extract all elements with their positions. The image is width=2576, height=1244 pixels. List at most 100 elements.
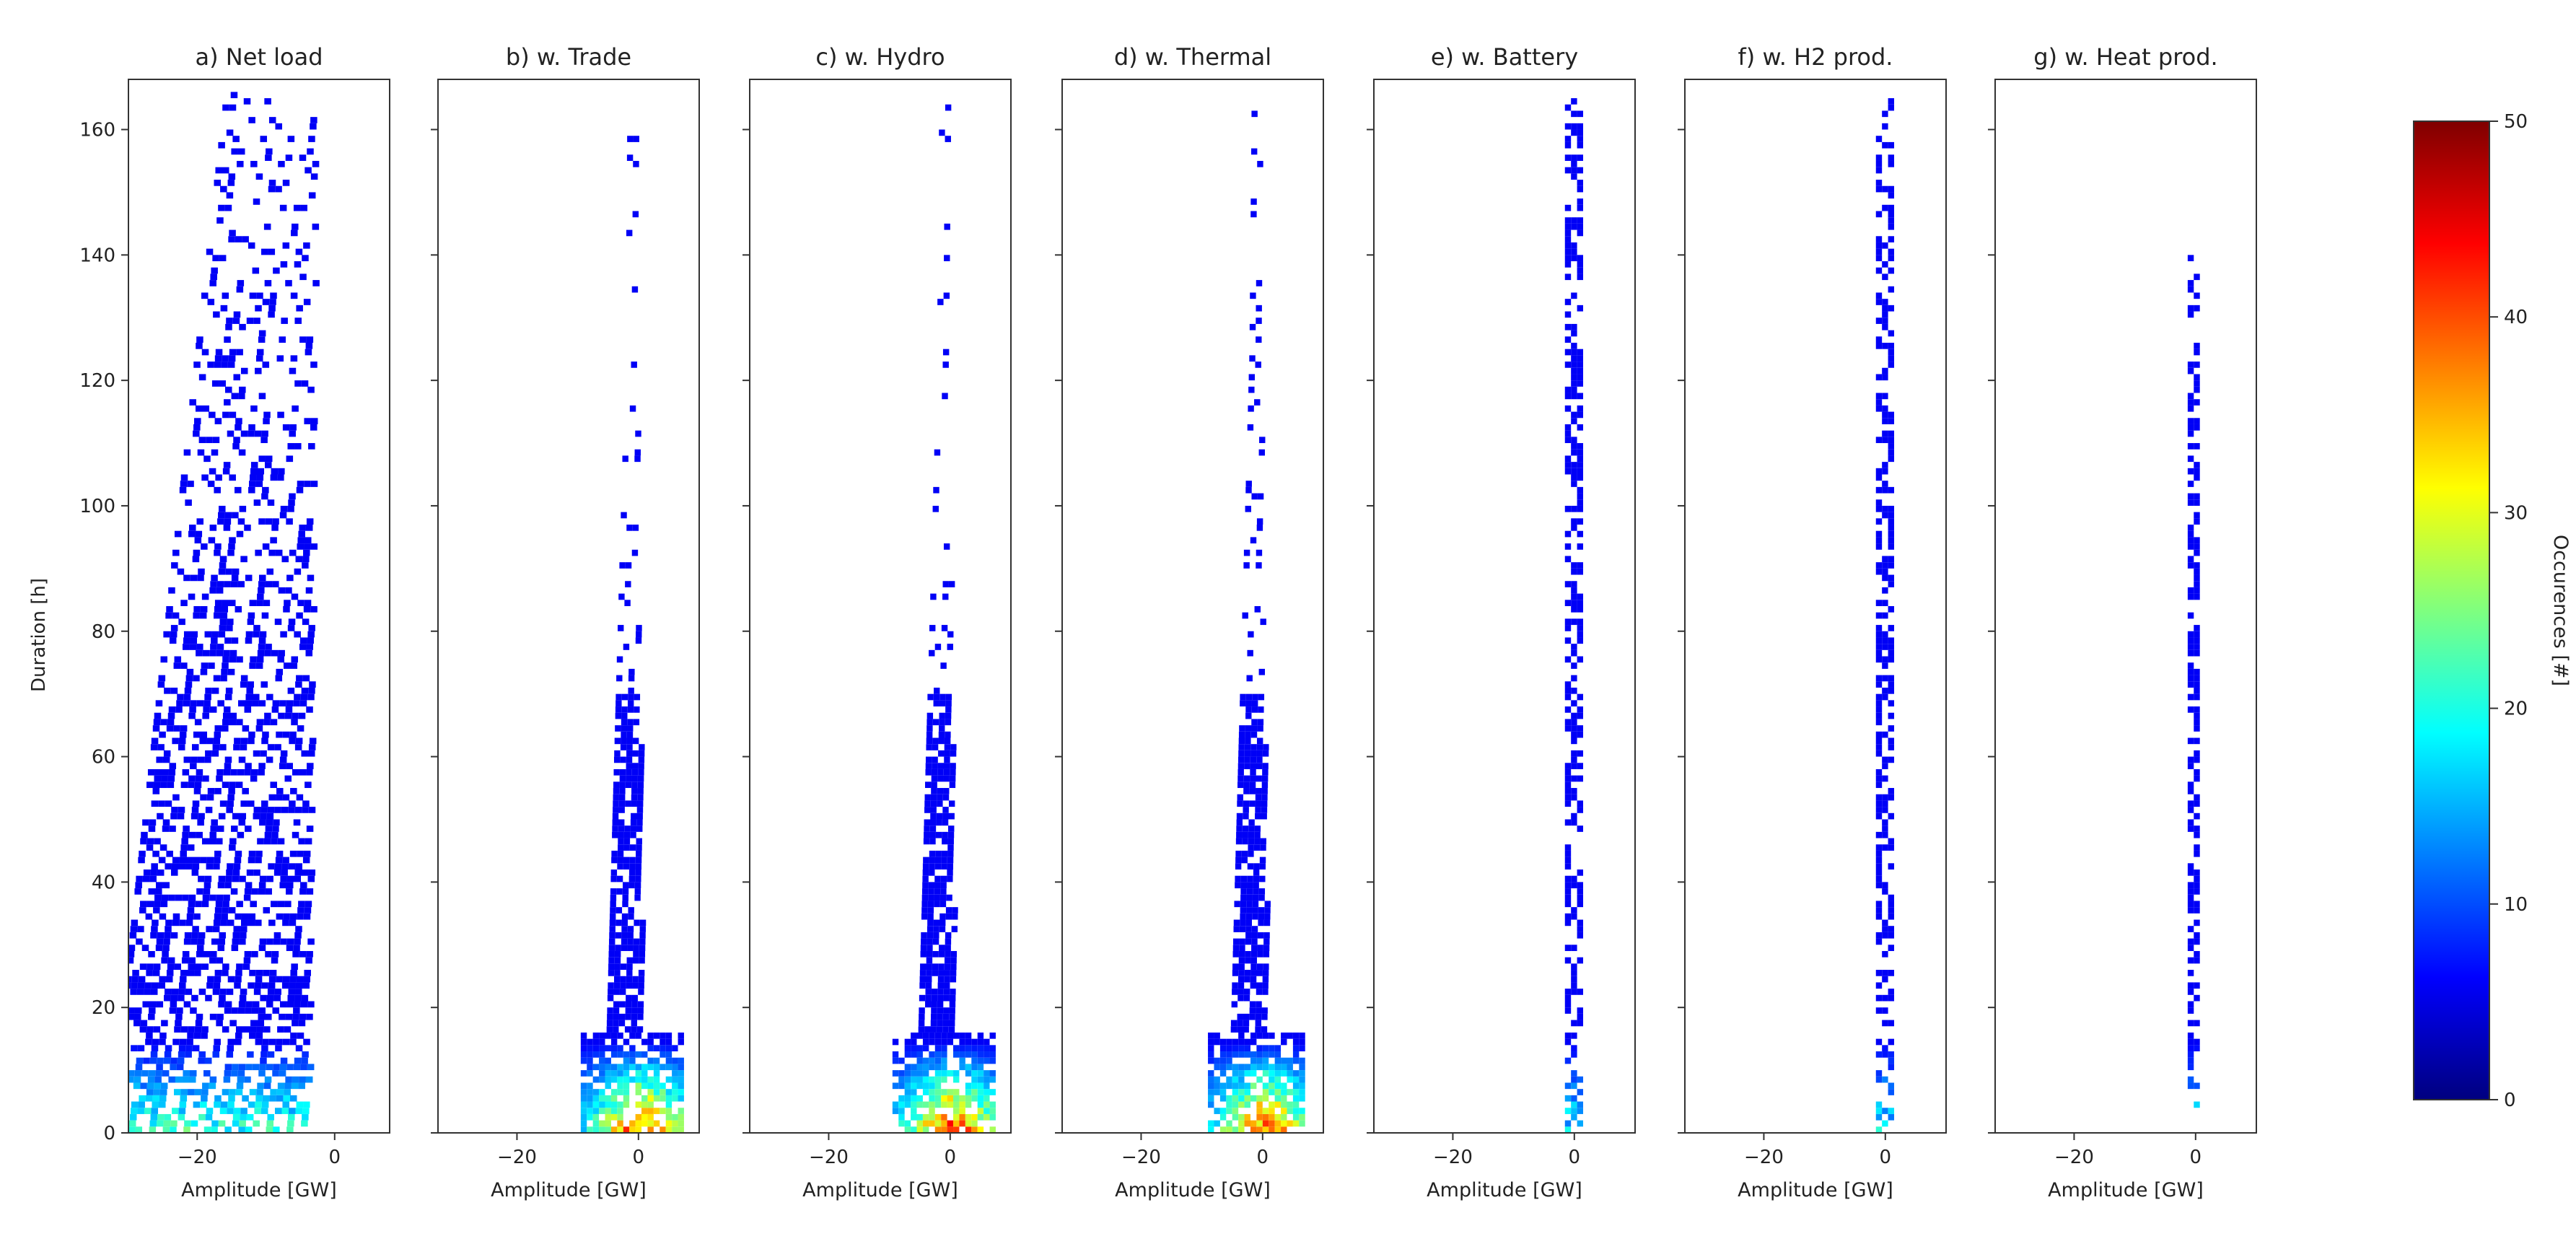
heatmap-cell — [216, 649, 224, 657]
heatmap-cell — [1243, 1026, 1249, 1033]
heatmap-cell — [587, 1089, 593, 1095]
heatmap-cell — [1888, 267, 1895, 274]
heatmap-cell — [276, 1089, 284, 1095]
heatmap-cell — [1564, 994, 1572, 1002]
heatmap-cell — [276, 794, 283, 801]
heatmap-cell — [1571, 110, 1577, 118]
heatmap-cell — [1214, 1120, 1220, 1127]
heatmap-cell — [281, 1108, 289, 1114]
heatmap-cell — [305, 957, 312, 964]
heatmap-cell — [621, 731, 627, 738]
heatmap-cell — [1875, 744, 1883, 750]
heatmap-cell — [268, 305, 276, 312]
heatmap-cell — [1245, 913, 1253, 920]
heatmap-cell — [660, 1126, 666, 1133]
heatmap-cell — [2187, 1057, 2194, 1064]
heatmap-cell — [232, 317, 240, 324]
heatmap-cell — [266, 1126, 273, 1133]
heatmap-cell — [665, 1064, 673, 1071]
heatmap-cell — [240, 1113, 247, 1121]
heatmap-cell — [188, 957, 196, 964]
heatmap-cell — [653, 1108, 660, 1114]
heatmap-cell — [605, 1045, 611, 1052]
heatmap-cell — [180, 474, 188, 481]
heatmap-cell — [613, 1001, 620, 1008]
heatmap-cell — [203, 950, 211, 958]
heatmap-cell — [196, 700, 204, 707]
heatmap-cell — [283, 913, 290, 920]
heatmap-cell — [259, 1064, 266, 1071]
heatmap-cell — [179, 731, 187, 738]
heatmap-cell — [1888, 681, 1895, 688]
heatmap-cell — [931, 788, 937, 794]
heatmap-cell — [1244, 1113, 1250, 1121]
heatmap-cell — [959, 1051, 965, 1058]
heatmap-cell — [621, 719, 628, 726]
heatmap-cell — [1882, 600, 1888, 606]
heatmap-cell — [269, 1095, 276, 1102]
heatmap-cell — [214, 180, 222, 186]
heatmap-cell — [615, 919, 622, 927]
heatmap-cell — [307, 631, 315, 638]
heatmap-cell — [1571, 794, 1577, 801]
x-tick-label: −20 — [2054, 1147, 2094, 1168]
heatmap-cell — [636, 1026, 644, 1033]
heatmap-cell — [259, 938, 267, 945]
heatmap-cell — [1262, 1113, 1269, 1121]
heatmap-cell — [305, 343, 313, 349]
heatmap-cell — [1292, 1038, 1300, 1046]
heatmap-cell — [612, 825, 618, 832]
heatmap-cell — [983, 1076, 990, 1083]
heatmap-cell — [1256, 763, 1263, 769]
heatmap-cell — [2194, 574, 2200, 582]
heatmap-cell — [613, 788, 620, 794]
heatmap-cell — [262, 486, 269, 494]
heatmap-cell — [222, 712, 230, 719]
heatmap-cell — [172, 549, 180, 556]
heatmap-cell — [188, 712, 196, 719]
heatmap-cell — [614, 957, 621, 964]
heatmap-cell — [1253, 888, 1259, 895]
heatmap-cell — [261, 612, 269, 619]
heatmap-cell — [1256, 1108, 1263, 1114]
heatmap-cell — [620, 744, 627, 750]
heatmap-cell — [1571, 129, 1577, 136]
heatmap-cell — [232, 875, 240, 882]
heatmap-cell — [301, 870, 309, 876]
heatmap-cell — [939, 725, 945, 732]
heatmap-cell — [938, 731, 945, 738]
heatmap-cell — [929, 1057, 935, 1064]
heatmap-cell — [1571, 386, 1577, 393]
heatmap-cell — [641, 1113, 648, 1121]
heatmap-cell — [2194, 938, 2200, 945]
heatmap-cell — [1247, 875, 1253, 882]
heatmap-cell — [1257, 932, 1264, 939]
heatmap-cell — [239, 812, 247, 820]
heatmap-cell — [188, 1026, 195, 1033]
heatmap-cell — [641, 1082, 648, 1090]
heatmap-cell — [168, 894, 175, 901]
heatmap-cell — [274, 863, 282, 870]
heatmap-cell — [222, 411, 229, 419]
heatmap-cell — [277, 411, 284, 419]
heatmap-cell — [1577, 562, 1584, 569]
heatmap-cell — [2194, 512, 2200, 519]
heatmap-cell — [1248, 831, 1255, 838]
heatmap-cell — [622, 888, 629, 895]
heatmap-cell — [156, 756, 163, 763]
heatmap-cell — [214, 543, 222, 550]
heatmap-cell — [2187, 443, 2194, 450]
heatmap-cell — [1257, 945, 1263, 951]
heatmap-cell — [1256, 317, 1262, 324]
heatmap-cell — [160, 901, 168, 908]
heatmap-cell — [159, 976, 166, 983]
heatmap-cell — [144, 982, 152, 989]
heatmap-cell — [1875, 1051, 1883, 1058]
heatmap-cell — [258, 1013, 266, 1020]
heatmap-cell — [929, 825, 937, 832]
heatmap-cell — [1252, 901, 1259, 908]
heatmap-cell — [1564, 637, 1572, 644]
heatmap-cell — [647, 1108, 654, 1114]
heatmap-cell — [1237, 800, 1243, 807]
heatmap-cell — [1882, 505, 1888, 512]
